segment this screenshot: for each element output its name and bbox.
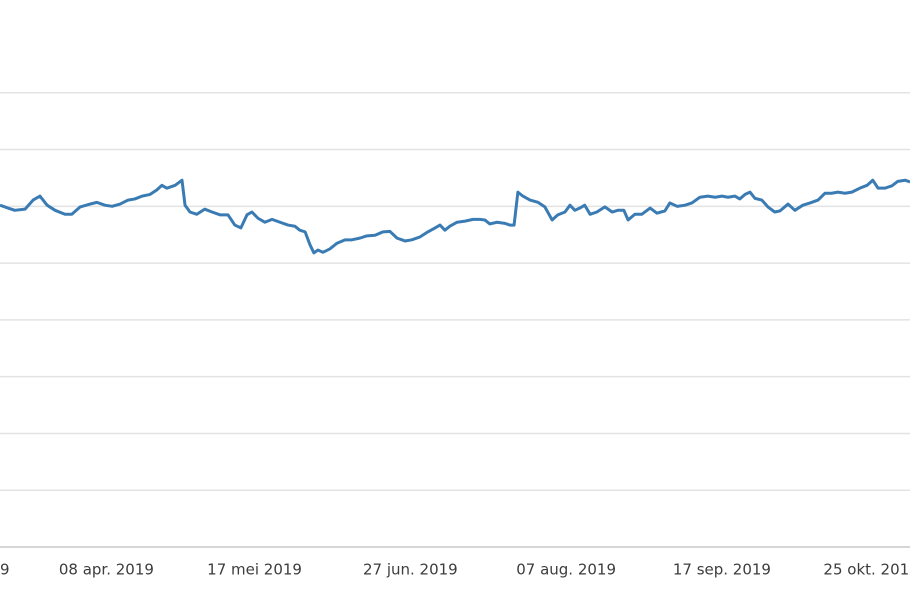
x-tick-label: 07 aug. 2019 (516, 561, 616, 579)
line-series (0, 178, 910, 255)
x-tick-label: 25 okt. 201 (823, 561, 909, 579)
x-tick-label: 27 jun. 2019 (363, 561, 458, 579)
x-tick-label: 17 sep. 2019 (673, 561, 771, 579)
x-tick-label: 17 mei 2019 (207, 561, 302, 579)
x-tick-label: 9 (0, 561, 10, 579)
x-tick-label: 08 apr. 2019 (59, 561, 154, 579)
